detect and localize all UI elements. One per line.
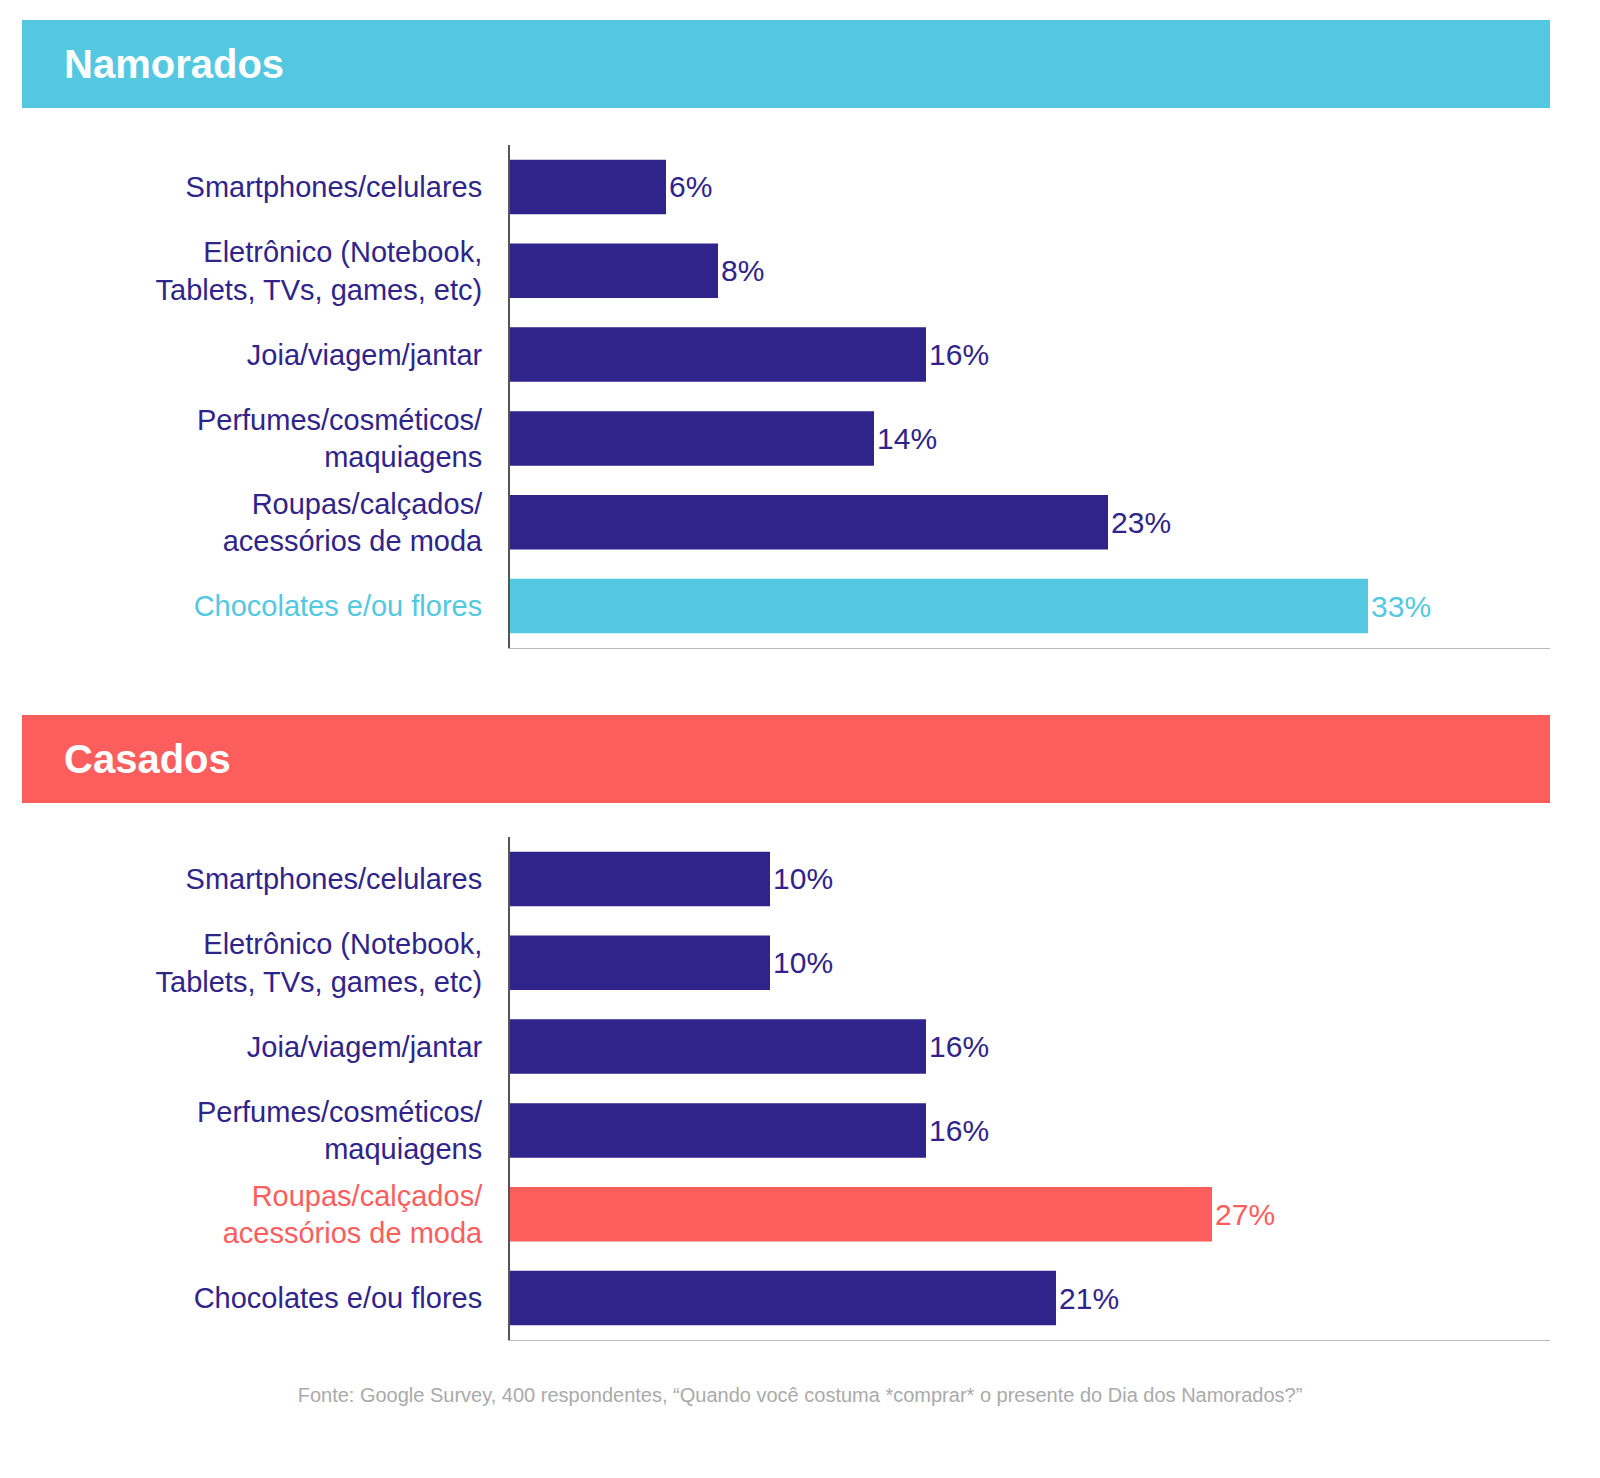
svg-text:10%: 10% <box>773 946 833 979</box>
svg-text:Joia/viagem/jantar: Joia/viagem/jantar <box>247 339 483 371</box>
svg-text:21%: 21% <box>1059 1282 1119 1315</box>
svg-text:Chocolates e/ou flores: Chocolates e/ou flores <box>194 590 483 622</box>
svg-text:Eletrônico (Notebook,Tablets,: Eletrônico (Notebook,Tablets, TVs, games… <box>156 236 483 306</box>
html-text:Fonte: Google Survey, 400 resp: Fonte: Google Survey, 400 respondentes, … <box>297 1384 1303 1406</box>
svg-text:Perfumes/cosméticos/maquiagens: Perfumes/cosméticos/maquiagens <box>197 1096 483 1166</box>
svg-text:27%: 27% <box>1215 1198 1275 1231</box>
html-text:Namorados: Namorados <box>64 42 285 86</box>
svg-text:23%: 23% <box>1111 506 1171 539</box>
svg-text:16%: 16% <box>929 1114 989 1147</box>
svg-text:14%: 14% <box>877 422 937 455</box>
svg-text:33%: 33% <box>1371 590 1431 623</box>
svg-text:16%: 16% <box>929 1030 989 1063</box>
svg-text:Smartphones/celulares: Smartphones/celulares <box>186 171 483 203</box>
svg-text:Eletrônico (Notebook,Tablets,: Eletrônico (Notebook,Tablets, TVs, games… <box>156 928 483 998</box>
svg-text:Smartphones/celulares: Smartphones/celulares <box>186 863 483 895</box>
svg-text:Perfumes/cosméticos/maquiagens: Perfumes/cosméticos/maquiagens <box>197 404 483 474</box>
svg-text:Joia/viagem/jantar: Joia/viagem/jantar <box>247 1031 483 1063</box>
svg-text:8%: 8% <box>721 254 764 287</box>
svg-text:Roupas/calçados/acessórios de: Roupas/calçados/acessórios de moda <box>223 488 483 558</box>
svg-text:16%: 16% <box>929 338 989 371</box>
svg-text:Chocolates e/ou flores: Chocolates e/ou flores <box>194 1282 483 1314</box>
html-text:Casados: Casados <box>64 737 231 781</box>
svg-text:Roupas/calçados/acessórios de: Roupas/calçados/acessórios de moda <box>223 1180 483 1250</box>
svg-text:10%: 10% <box>773 862 833 895</box>
svg-text:6%: 6% <box>669 170 712 203</box>
